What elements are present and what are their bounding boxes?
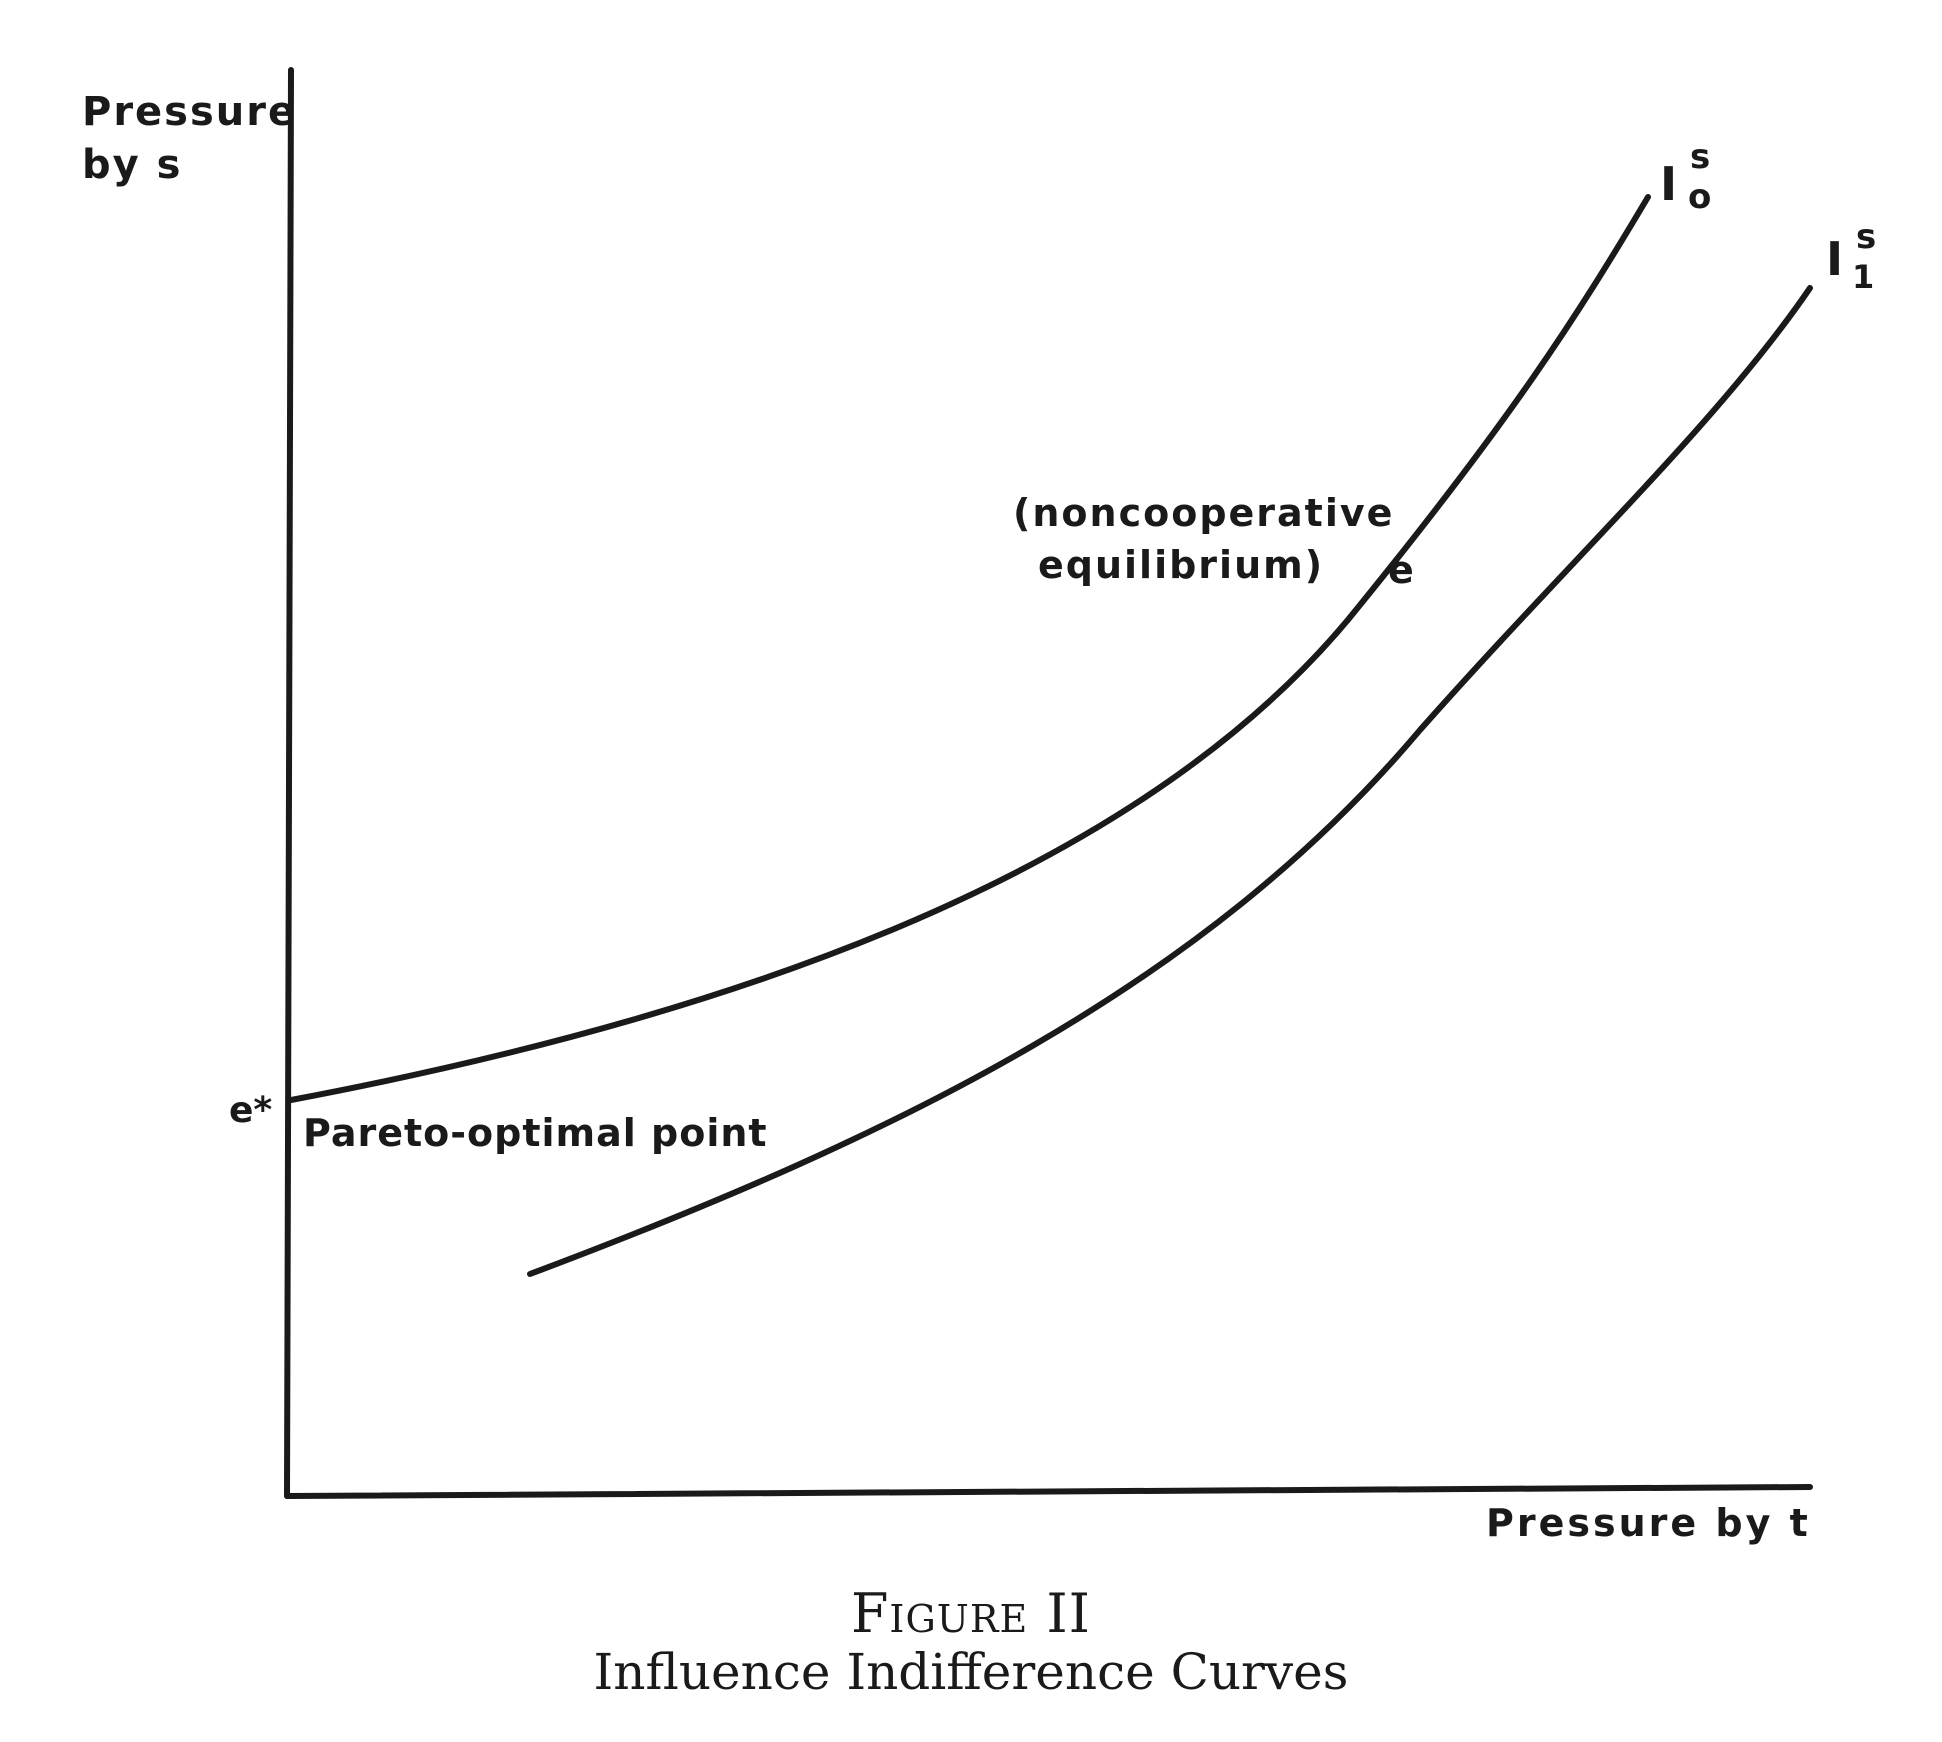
indifference-curve-i0 [288,194,1651,1103]
curve-label-i1-name: I [1826,232,1843,286]
curve-label-i0-superscript: s [1690,137,1710,177]
equilibrium-marker: e [1388,548,1414,592]
pareto-label: Pareto-optimal point [303,1111,768,1155]
y-axis [284,67,294,1499]
equilibrium-label: (noncooperative equilibrium) [1013,491,1410,587]
curve-label-i0: I s o [1660,137,1711,217]
curve-label-i1: I s 1 [1826,217,1876,296]
curve-label-i0-name: I [1660,157,1677,211]
x-axis-label: Pressure by t [1486,1501,1811,1545]
curve-label-i1-superscript: s [1856,217,1876,257]
figure-number: Figure II [850,1582,1092,1645]
x-axis [284,1484,1813,1499]
curve-label-i0-subscript: o [1688,177,1711,217]
pareto-marker: e* [229,1090,272,1131]
figure-caption: Figure II Influence Indifference Curves [0,1582,1942,1702]
curve-label-i1-subscript: 1 [1852,258,1874,296]
figure-title: Influence Indifference Curves [593,1643,1349,1701]
indifference-curve-i1 [527,285,1813,1277]
y-axis-label: Pressure by s [82,89,313,188]
